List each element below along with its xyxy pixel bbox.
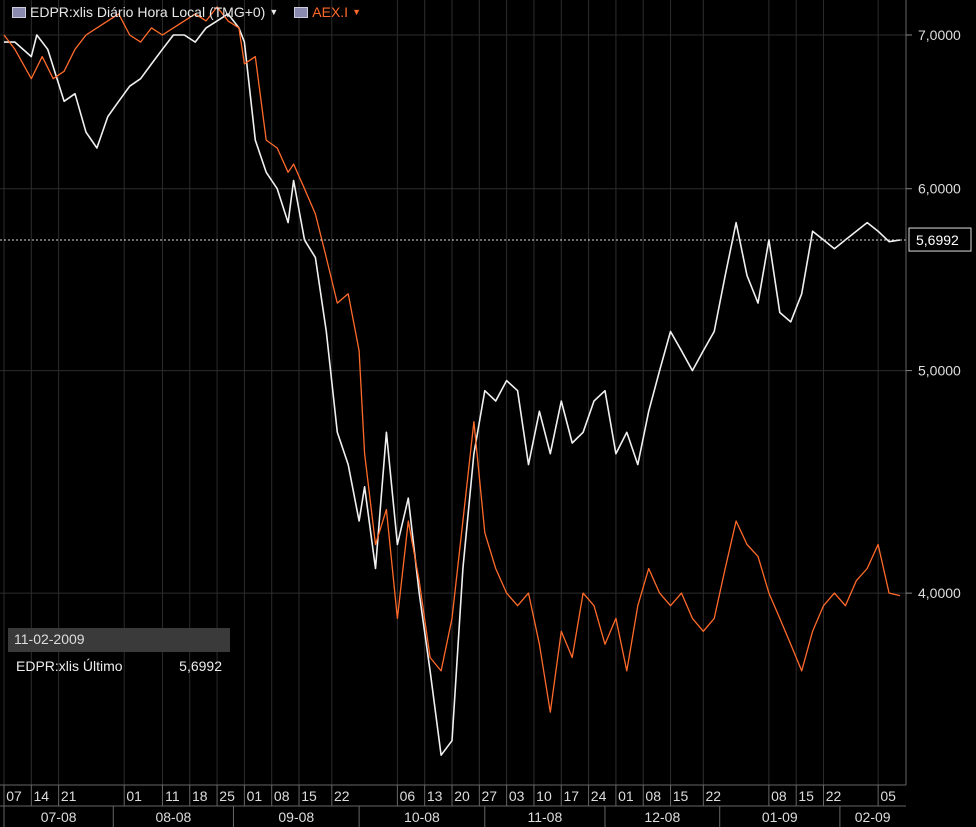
- x-day-label: 21: [61, 788, 77, 804]
- legend-series2[interactable]: AEX.I: [312, 4, 349, 20]
- x-month-label: 11-08: [527, 809, 562, 825]
- x-day-label: 15: [798, 788, 814, 804]
- x-day-label: 10: [536, 788, 552, 804]
- x-month-label: 01-09: [762, 809, 798, 825]
- y-tick-label: 5,0000: [918, 363, 961, 379]
- x-day-label: 18: [192, 788, 208, 804]
- x-day-label: 27: [482, 788, 498, 804]
- x-day-label: 22: [334, 788, 350, 804]
- chevron-down-icon[interactable]: ▼: [352, 7, 361, 17]
- x-day-label: 24: [591, 788, 607, 804]
- x-month-label: 10-08: [404, 809, 440, 825]
- x-day-label: 08: [645, 788, 661, 804]
- x-day-label: 25: [219, 788, 235, 804]
- x-month-label: 09-08: [278, 809, 314, 825]
- info-label: EDPR:xlis Último: [16, 658, 123, 674]
- chart-grid: [0, 0, 906, 785]
- x-day-label: 17: [563, 788, 579, 804]
- x-day-label: 20: [454, 788, 470, 804]
- chart-legend: EDPR:xlis Diário Hora Local (TMG+0) ▼ AE…: [0, 0, 365, 24]
- x-day-label: 11: [165, 788, 180, 804]
- x-day-label: 07: [6, 788, 22, 804]
- x-day-label: 14: [34, 788, 50, 804]
- last-value-label: 5,6992: [916, 232, 959, 248]
- x-day-label: 13: [427, 788, 443, 804]
- info-row: EDPR:xlis Último 5,6992: [8, 652, 230, 680]
- crosshair-info-box: 11-02-2009 EDPR:xlis Último 5,6992: [8, 628, 230, 680]
- info-date: 11-02-2009: [8, 628, 230, 652]
- x-day-label: 01: [247, 788, 263, 804]
- last-value-box: [908, 227, 972, 252]
- x-month-label: 07-08: [41, 809, 77, 825]
- series1-tag-icon[interactable]: [12, 6, 26, 18]
- y-axis: 7,0000 6,0000 5,0000 4,0000 5,6992: [905, 0, 972, 785]
- info-value: 5,6992: [179, 658, 222, 674]
- y-tick-label: 4,0000: [918, 585, 961, 601]
- x-day-label: 22: [826, 788, 842, 804]
- chart-series: [0, 6, 906, 757]
- series-line-2: [3, 6, 901, 713]
- x-day-label: 15: [673, 788, 689, 804]
- x-day-label: 06: [400, 788, 416, 804]
- x-day-label: 05: [880, 788, 896, 804]
- legend-series1[interactable]: EDPR:xlis Diário Hora Local (TMG+0): [30, 4, 266, 20]
- x-day-label: 03: [509, 788, 525, 804]
- x-day-label: 01: [126, 788, 142, 804]
- x-day-label: 22: [706, 788, 722, 804]
- y-tick-label: 7,0000: [918, 27, 961, 43]
- x-month-label: 12-08: [644, 809, 680, 825]
- x-month-label: 02-09: [855, 809, 891, 825]
- chevron-down-icon[interactable]: ▼: [269, 7, 279, 17]
- y-tick-label: 6,0000: [918, 181, 961, 197]
- x-axis: 07 14 21 01 11 18 25 01 08 15 22 06 13 20 27 03 10 17 24 01…: [0, 784, 906, 827]
- x-day-label: 01: [618, 788, 634, 804]
- series2-tag-icon[interactable]: [294, 6, 309, 18]
- x-day-label: 15: [301, 788, 317, 804]
- x-month-label: 08-08: [155, 809, 191, 825]
- x-day-label: 08: [771, 788, 787, 804]
- series-line-1: [4, 13, 901, 757]
- x-day-label: 08: [274, 788, 290, 804]
